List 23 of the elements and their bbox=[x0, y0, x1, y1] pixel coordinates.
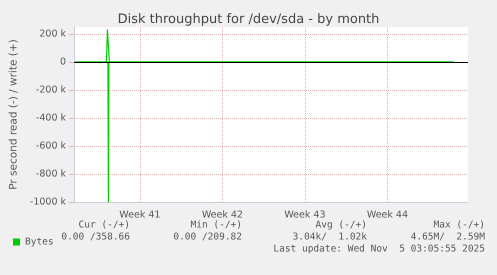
text: 3.04k/ 1.02k bbox=[292, 232, 368, 242]
chart-title: Disk throughput for /dev/sda - by month bbox=[118, 12, 380, 27]
x-tick-label: Week 43 bbox=[284, 210, 326, 220]
x-tick-label: Week 41 bbox=[119, 210, 160, 220]
y-tick-label: -800 k bbox=[36, 168, 67, 180]
y-tick-label: 0 bbox=[60, 56, 66, 68]
y-tick-label: -600 k bbox=[36, 140, 67, 152]
text: Avg (-/+) bbox=[316, 220, 367, 230]
text: Last update: Wed Nov 5 03:05:55 2025 bbox=[273, 244, 485, 254]
text: Cur (-/+) bbox=[78, 220, 130, 230]
text: 4.65M/ 2.59M bbox=[410, 232, 486, 242]
y-tick-label: -200 k bbox=[36, 84, 67, 96]
y-tick-label: -400 k bbox=[36, 112, 67, 124]
y-tick-label: 200 k bbox=[39, 28, 67, 40]
x-tick-label: Week 44 bbox=[366, 210, 408, 220]
y-tick-label: -1000 k bbox=[30, 196, 67, 208]
x-tick-label: Week 42 bbox=[202, 210, 243, 220]
text: 0.00 /358.66 bbox=[61, 232, 130, 242]
legend-label: Bytes bbox=[25, 236, 54, 248]
text: 0.00 /209.82 bbox=[173, 232, 242, 242]
y-axis-title: Pr second read (-) / write (+) bbox=[8, 39, 20, 190]
text: Max (-/+) bbox=[434, 220, 485, 230]
text: Min (-/+) bbox=[190, 220, 242, 230]
